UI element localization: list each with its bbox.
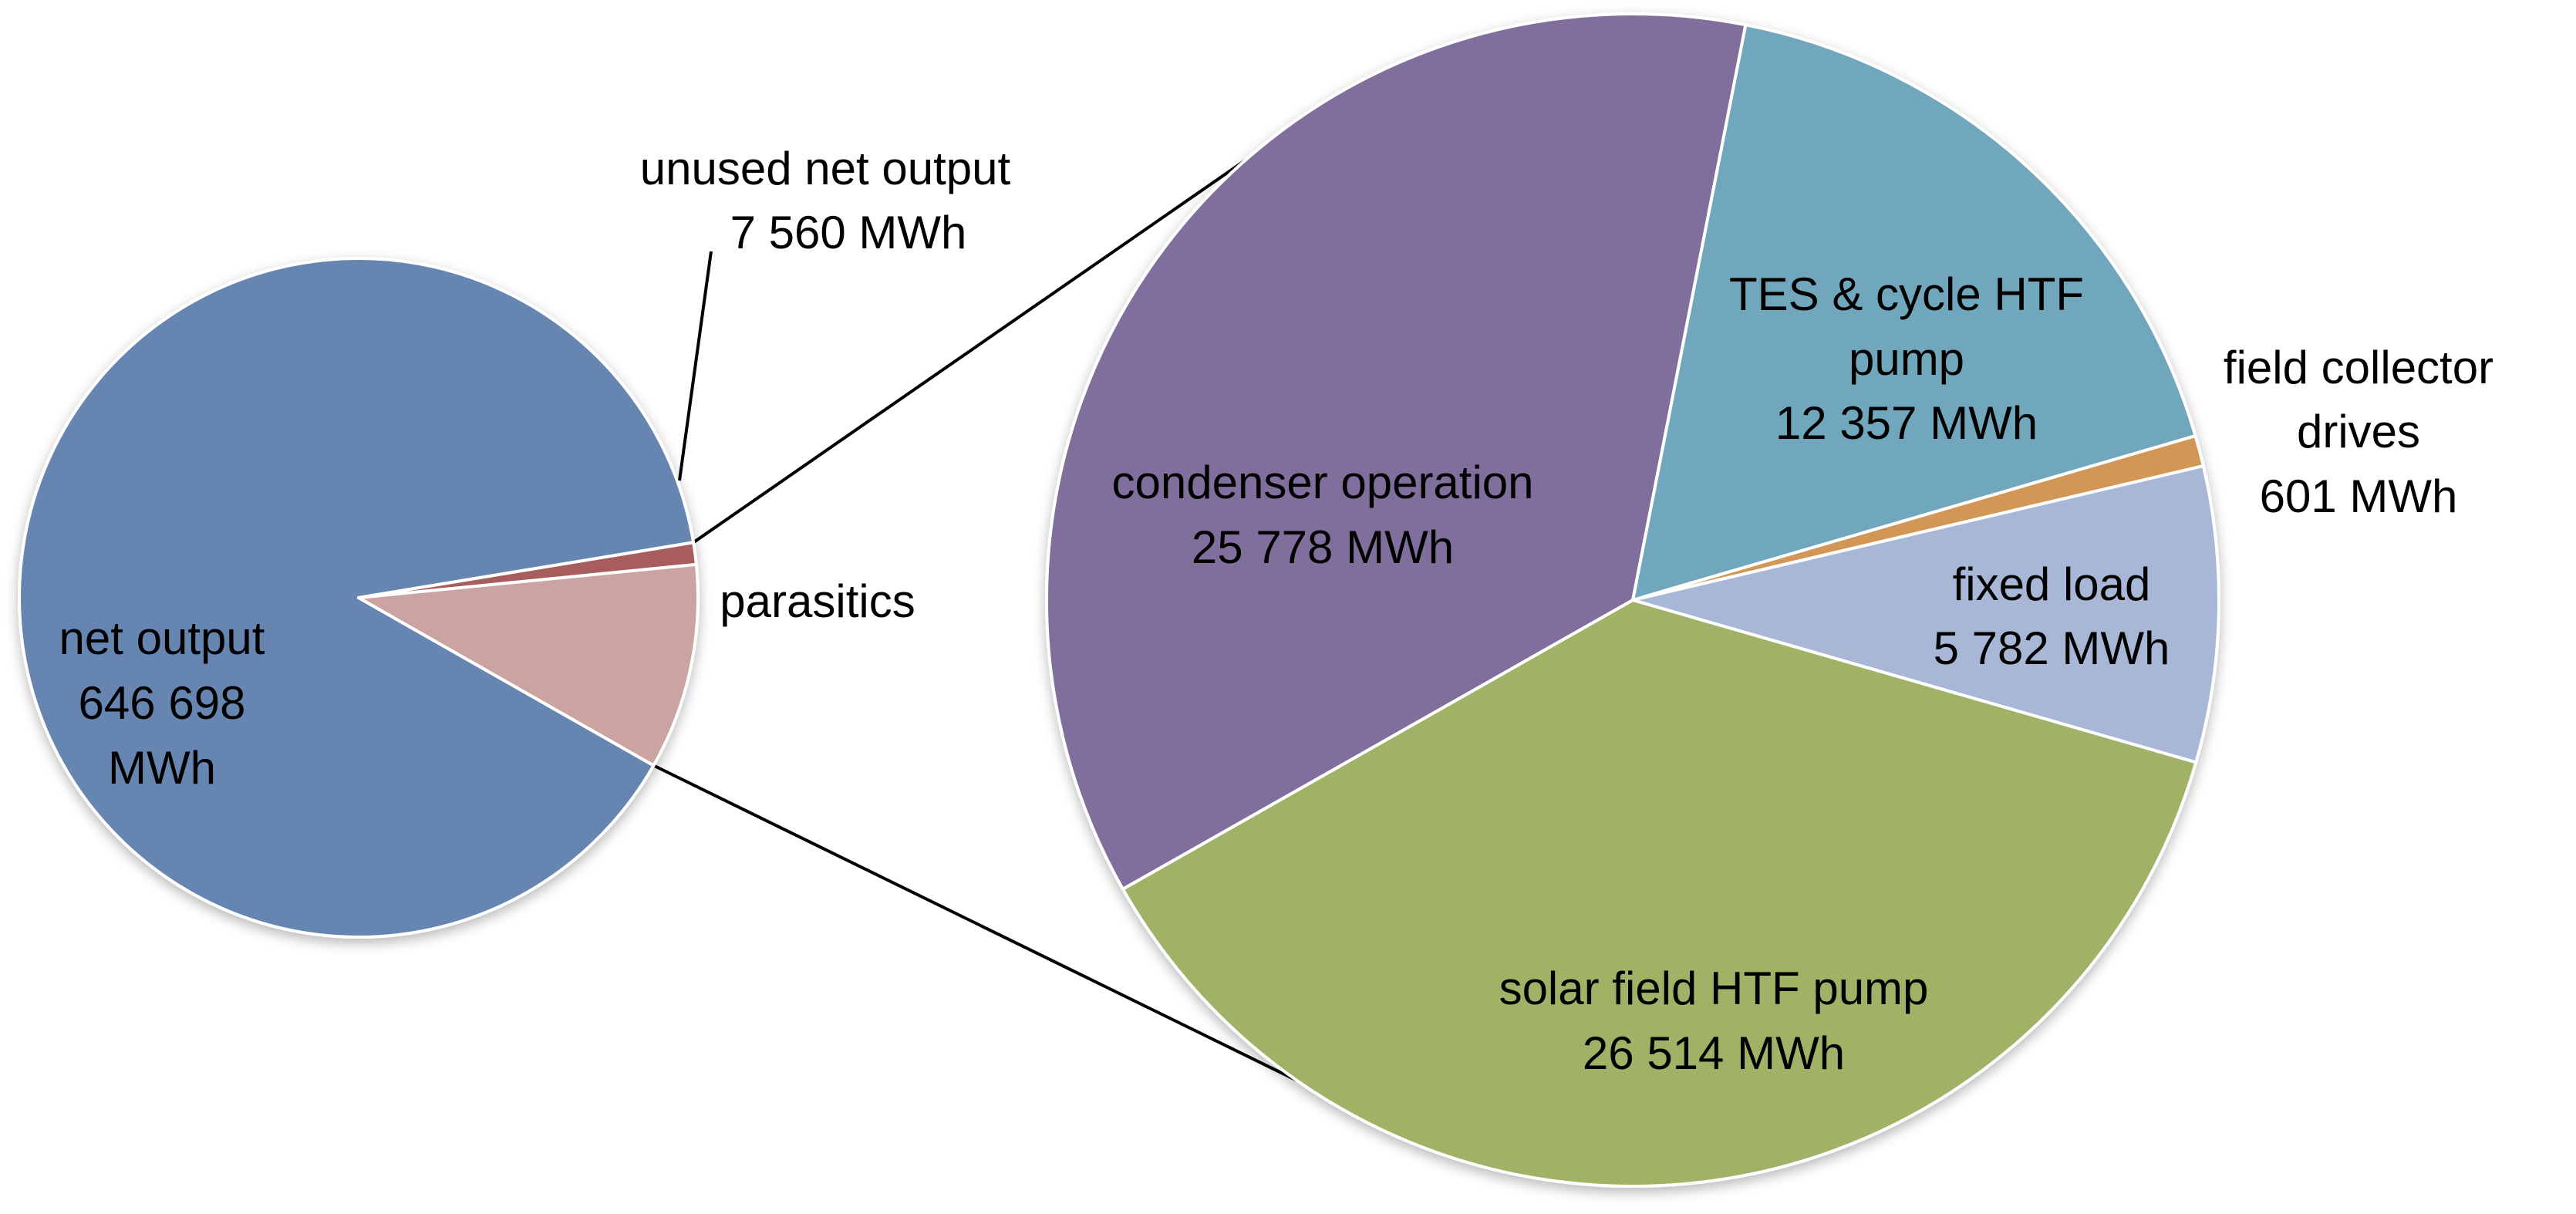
- unused-net-output-name: unused net output: [640, 143, 1011, 194]
- fixed-load-value: 5 782 MWh: [1934, 622, 2170, 674]
- tes-cycle-htf-pump-name-line2: pump: [1849, 333, 1964, 385]
- tes-cycle-htf-pump-name-line1: TES & cycle HTF: [1729, 268, 2084, 320]
- field-collector-drives-name-line2: drives: [2297, 406, 2420, 457]
- net-output-slice: [18, 257, 696, 939]
- unused-net-output-leader-line: [678, 251, 713, 481]
- field-collector-drives-label: field collector drives 601 MWh: [2224, 342, 2493, 522]
- tes-and-cycle-htf-pump-slice: [1631, 23, 2197, 602]
- main-pie: [18, 257, 700, 939]
- tes-cycle-htf-pump-label: TES & cycle HTF pump 12 357 MWh: [1729, 268, 2084, 449]
- field-collector-drives-name-line1: field collector: [2224, 342, 2493, 393]
- fixed-load-label: fixed load 5 782 MWh: [1934, 558, 2170, 674]
- net-output-label: net output 646 698 MWh: [59, 612, 265, 794]
- breakdown-pie: [1045, 12, 2220, 1189]
- condenser-operation-label: condenser operation 25 778 MWh: [1111, 457, 1533, 573]
- field-collector-drives-value: 601 MWh: [2260, 470, 2458, 522]
- connector-line-bottom: [652, 764, 1297, 1082]
- solar-field-htf-pump-label: solar field HTF pump 26 514 MWh: [1499, 963, 1929, 1079]
- condenser-operation-name: condenser operation: [1111, 457, 1533, 508]
- unused-net-output-label: unused net output 7 560 MWh: [640, 143, 1011, 258]
- solar-field-htf-pump-slice: [1121, 599, 2198, 1189]
- solar-field-htf-pump-name: solar field HTF pump: [1499, 963, 1929, 1014]
- net-output-name: net output: [59, 612, 265, 664]
- net-output-unit: MWh: [108, 742, 216, 794]
- parasitics-slice: [357, 562, 700, 767]
- fixed-load-name: fixed load: [1953, 558, 2151, 610]
- tes-cycle-htf-pump-value: 12 357 MWh: [1775, 397, 2038, 449]
- unused-net-output-value: 7 560 MWh: [730, 207, 967, 258]
- net-output-value: 646 698: [79, 677, 246, 729]
- fixed-load-slice: [1631, 464, 2220, 764]
- solar-field-htf-pump-value: 26 514 MWh: [1583, 1027, 1845, 1079]
- condenser-operation-value: 25 778 MWh: [1192, 521, 1454, 573]
- parasitics-label: parasitics: [720, 575, 915, 627]
- condenser-operation-slice: [1045, 12, 1748, 891]
